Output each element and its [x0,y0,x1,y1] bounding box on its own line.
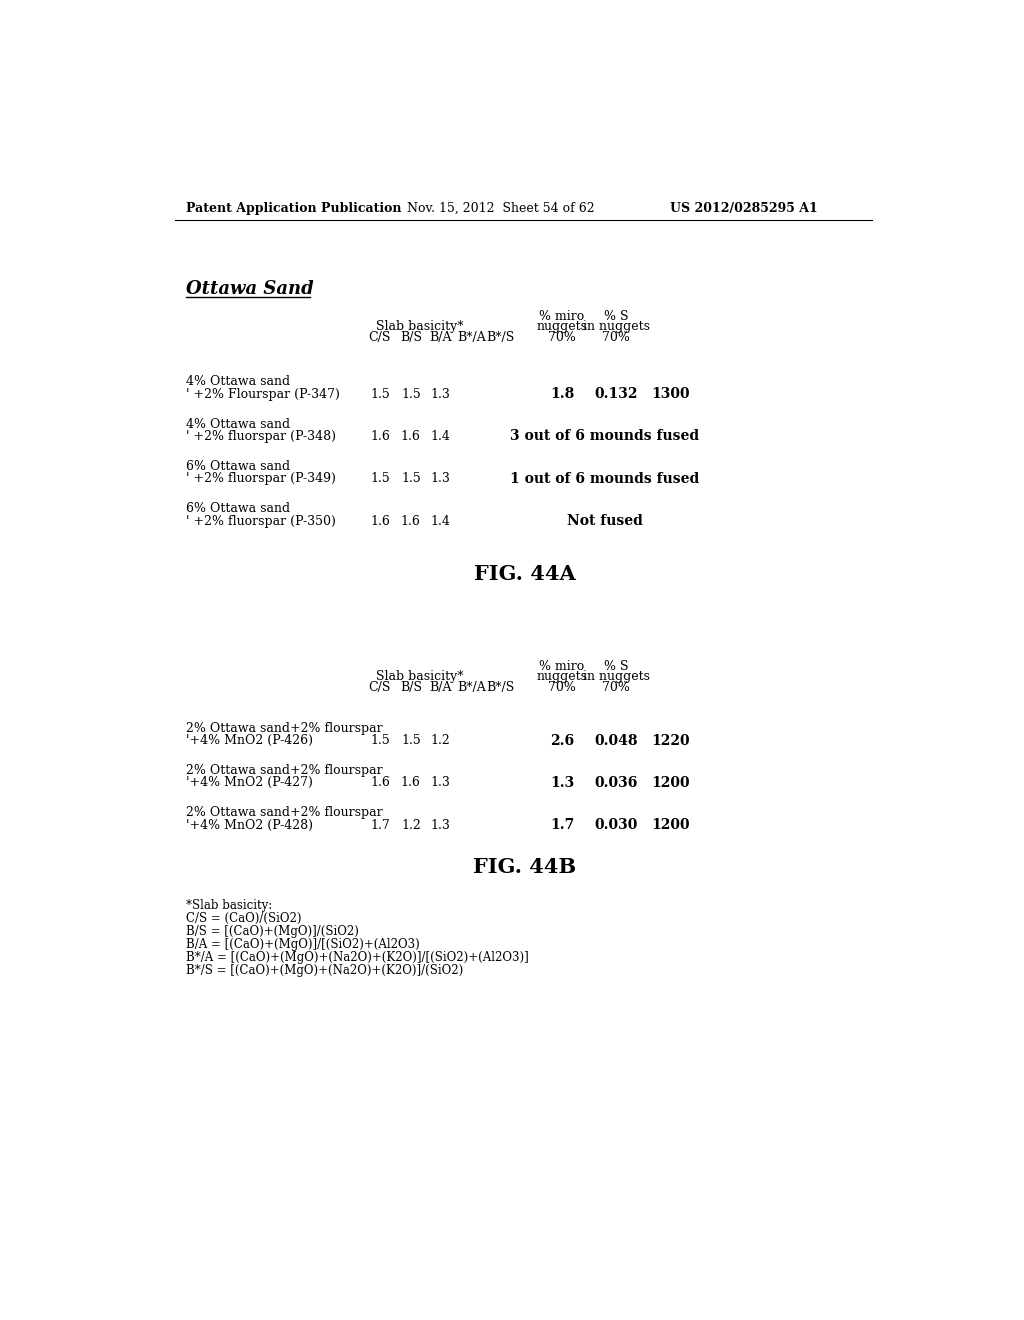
Text: 1.3: 1.3 [430,473,451,486]
Text: 1300: 1300 [651,387,690,401]
Text: 1.5: 1.5 [370,388,390,400]
Text: 2.6: 2.6 [550,734,574,747]
Text: 1.3: 1.3 [430,388,451,400]
Text: 1.6: 1.6 [401,776,421,789]
Text: US 2012/0285295 A1: US 2012/0285295 A1 [671,202,818,215]
Text: 1.5: 1.5 [370,734,390,747]
Text: B*/A: B*/A [457,330,485,343]
Text: % miro: % miro [540,660,585,673]
Text: 6% Ottawa sand: 6% Ottawa sand [186,502,290,515]
Text: 0.048: 0.048 [595,734,638,747]
Text: 1 out of 6 mounds fused: 1 out of 6 mounds fused [510,471,699,486]
Text: B*/A: B*/A [457,681,485,694]
Text: 70%: 70% [548,681,575,694]
Text: B/S = [(CaO)+(MgO)]/(SiO2): B/S = [(CaO)+(MgO)]/(SiO2) [186,925,359,939]
Text: 0.132: 0.132 [595,387,638,401]
Text: Slab basicity*: Slab basicity* [376,671,464,684]
Text: FIG. 44B: FIG. 44B [473,857,577,876]
Text: 3 out of 6 mounds fused: 3 out of 6 mounds fused [510,429,699,444]
Text: C/S: C/S [369,681,391,694]
Text: 70%: 70% [602,330,630,343]
Text: ' +2% fluorspar (P-349): ' +2% fluorspar (P-349) [186,473,336,486]
Text: 1.5: 1.5 [370,473,390,486]
Text: % S: % S [604,660,629,673]
Text: Slab basicity*: Slab basicity* [376,319,464,333]
Text: 1220: 1220 [651,734,690,747]
Text: B*/S = [(CaO)+(MgO)+(Na2O)+(K2O)]/(SiO2): B*/S = [(CaO)+(MgO)+(Na2O)+(K2O)]/(SiO2) [186,964,464,977]
Text: 1.2: 1.2 [430,734,451,747]
Text: 1.3: 1.3 [430,776,451,789]
Text: 1.6: 1.6 [401,430,421,444]
Text: 0.030: 0.030 [595,818,638,832]
Text: FIG. 44A: FIG. 44A [474,564,575,585]
Text: 1.4: 1.4 [430,515,451,528]
Text: 1.2: 1.2 [401,818,421,832]
Text: '+4% MnO2 (P-427): '+4% MnO2 (P-427) [186,776,313,789]
Text: 0.036: 0.036 [595,776,638,789]
Text: *Slab basicity:: *Slab basicity: [186,899,272,912]
Text: B*/S: B*/S [485,330,514,343]
Text: B/A: B/A [429,330,452,343]
Text: 1.7: 1.7 [370,818,390,832]
Text: B/A: B/A [429,681,452,694]
Text: Not fused: Not fused [566,513,643,528]
Text: 70%: 70% [548,330,575,343]
Text: 1.4: 1.4 [430,430,451,444]
Text: 1.6: 1.6 [370,515,390,528]
Text: B*/A = [(CaO)+(MgO)+(Na2O)+(K2O)]/[(SiO2)+(Al2O3)]: B*/A = [(CaO)+(MgO)+(Na2O)+(K2O)]/[(SiO2… [186,952,528,964]
Text: % miro: % miro [540,310,585,323]
Text: 6% Ottawa sand: 6% Ottawa sand [186,459,290,473]
Text: 1.6: 1.6 [370,430,390,444]
Text: 1.6: 1.6 [370,776,390,789]
Text: B/S: B/S [400,681,422,694]
Text: nuggets: nuggets [537,671,588,684]
Text: nuggets: nuggets [537,319,588,333]
Text: C/S = (CaO)/(SiO2): C/S = (CaO)/(SiO2) [186,912,302,925]
Text: Nov. 15, 2012  Sheet 54 of 62: Nov. 15, 2012 Sheet 54 of 62 [407,202,595,215]
Text: C/S: C/S [369,330,391,343]
Text: 1.3: 1.3 [550,776,574,789]
Text: 1.8: 1.8 [550,387,574,401]
Text: '+4% MnO2 (P-426): '+4% MnO2 (P-426) [186,734,313,747]
Text: 4% Ottawa sand: 4% Ottawa sand [186,375,290,388]
Text: 1.6: 1.6 [401,515,421,528]
Text: % S: % S [604,310,629,323]
Text: Patent Application Publication: Patent Application Publication [186,202,401,215]
Text: 1.5: 1.5 [401,734,421,747]
Text: in nuggets: in nuggets [583,319,650,333]
Text: 70%: 70% [602,681,630,694]
Text: B/S: B/S [400,330,422,343]
Text: 4% Ottawa sand: 4% Ottawa sand [186,417,290,430]
Text: 1200: 1200 [651,818,690,832]
Text: 2% Ottawa sand+2% flourspar: 2% Ottawa sand+2% flourspar [186,764,383,777]
Text: 1.7: 1.7 [550,818,574,832]
Text: B/A = [(CaO)+(MgO)]/[(SiO2)+(Al2O3): B/A = [(CaO)+(MgO)]/[(SiO2)+(Al2O3) [186,939,420,952]
Text: ' +2% Flourspar (P-347): ' +2% Flourspar (P-347) [186,388,340,400]
Text: Ottawa Sand: Ottawa Sand [186,280,314,298]
Text: 1.5: 1.5 [401,388,421,400]
Text: 1.5: 1.5 [401,473,421,486]
Text: 1.3: 1.3 [430,818,451,832]
Text: 2% Ottawa sand+2% flourspar: 2% Ottawa sand+2% flourspar [186,722,383,735]
Text: 1200: 1200 [651,776,690,789]
Text: 2% Ottawa sand+2% flourspar: 2% Ottawa sand+2% flourspar [186,807,383,820]
Text: ' +2% fluorspar (P-348): ' +2% fluorspar (P-348) [186,430,336,444]
Text: B*/S: B*/S [485,681,514,694]
Text: '+4% MnO2 (P-428): '+4% MnO2 (P-428) [186,818,313,832]
Text: ' +2% fluorspar (P-350): ' +2% fluorspar (P-350) [186,515,336,528]
Text: in nuggets: in nuggets [583,671,650,684]
